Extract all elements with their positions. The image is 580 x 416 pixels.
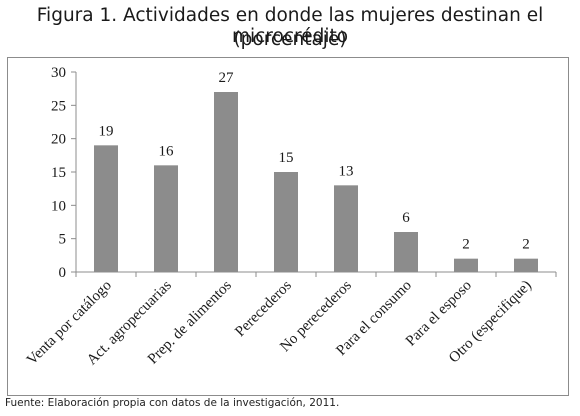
y-tick-label: 25 [51,98,66,114]
data-label: 13 [339,163,354,179]
data-label: 16 [159,143,175,159]
data-label: 2 [522,237,530,253]
bar [454,258,478,272]
bar [514,258,538,272]
data-label: 6 [402,210,410,226]
bar [214,92,238,272]
chart-title-line-1: Figura 1. Actividades en donde las mujer… [36,5,544,47]
data-label: 2 [462,237,470,253]
y-tick-label: 20 [51,132,66,148]
bar [154,165,178,272]
data-label: 27 [219,70,235,86]
bar [94,145,118,272]
y-tick-label: 5 [59,232,67,248]
y-tick-label: 10 [51,198,66,214]
bar [274,172,298,272]
x-category-label: Perecederos [232,277,295,340]
source-note: Fuente: Elaboración propia con datos de … [5,397,340,409]
y-tick-label: 15 [51,165,66,181]
y-tick-label: 0 [59,265,67,281]
data-label: 15 [279,150,294,166]
bar [334,185,358,272]
y-tick-label: 30 [51,65,66,81]
data-label: 19 [99,123,114,139]
chart-frame [7,57,569,396]
bar [394,232,418,272]
chart-title-line-2: (porcentaje) [233,29,347,50]
